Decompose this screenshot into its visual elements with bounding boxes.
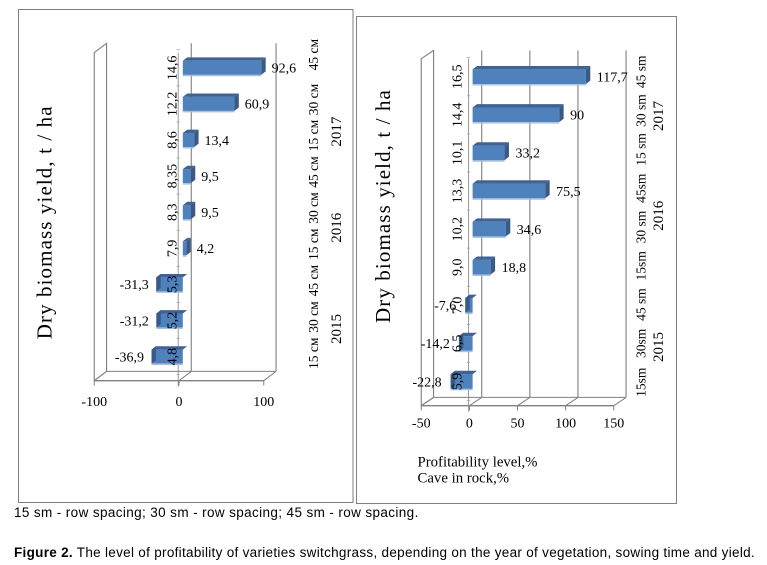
svg-text:100: 100: [555, 416, 576, 431]
svg-text:Profitability level,%: Profitability level,%: [418, 455, 538, 471]
svg-text:9,0: 9,0: [451, 258, 466, 276]
svg-text:30 см: 30 см: [306, 83, 321, 115]
svg-text:15 см: 15 см: [306, 228, 321, 260]
svg-text:45 см: 45 см: [306, 264, 321, 296]
svg-text:33,2: 33,2: [515, 147, 540, 162]
svg-text:-14,2: -14,2: [421, 337, 450, 352]
svg-text:150: 150: [603, 416, 624, 431]
svg-text:12,2: 12,2: [166, 92, 181, 117]
svg-text:14,6: 14,6: [166, 56, 181, 81]
svg-text:2017: 2017: [651, 101, 667, 132]
svg-text:13,4: 13,4: [205, 134, 230, 149]
svg-text:45 см: 45 см: [306, 39, 321, 71]
svg-text:Dry biomass yield, t / ha: Dry biomass yield, t / ha: [33, 105, 57, 339]
svg-text:2016: 2016: [651, 200, 667, 231]
svg-text:15 см: 15 см: [306, 337, 321, 369]
svg-text:9,5: 9,5: [201, 170, 219, 185]
svg-text:15 sm: 15 sm: [634, 133, 649, 166]
svg-text:4,8: 4,8: [166, 348, 181, 366]
svg-text:15 см: 15 см: [306, 119, 321, 151]
svg-text:8,3: 8,3: [166, 203, 181, 221]
svg-text:-31,2: -31,2: [120, 314, 149, 329]
svg-text:Dry biomass yield, t / ha: Dry biomass yield, t / ha: [371, 89, 395, 323]
svg-text:2015: 2015: [329, 314, 345, 344]
svg-text:60,9: 60,9: [245, 98, 270, 113]
svg-text:5,2: 5,2: [166, 312, 181, 330]
svg-text:30 см: 30 см: [306, 301, 321, 333]
svg-text:5,9: 5,9: [451, 373, 466, 391]
svg-text:0: 0: [466, 416, 473, 431]
svg-text:45 см: 45 см: [306, 156, 321, 188]
svg-text:117,7: 117,7: [597, 71, 628, 86]
svg-text:30 см: 30 см: [306, 192, 321, 224]
svg-text:15sm: 15sm: [634, 367, 649, 397]
svg-text:75,5: 75,5: [556, 185, 581, 200]
svg-text:8,35: 8,35: [166, 164, 181, 189]
svg-text:45 sm: 45 sm: [634, 288, 649, 321]
svg-text:-50: -50: [412, 416, 431, 431]
svg-text:4,2: 4,2: [197, 242, 215, 257]
svg-text:5,3: 5,3: [166, 276, 181, 294]
svg-text:16,5: 16,5: [451, 64, 466, 89]
svg-text:7,9: 7,9: [166, 240, 181, 257]
svg-text:-36,9: -36,9: [115, 350, 144, 365]
svg-text:90: 90: [570, 109, 584, 124]
svg-text:6,5: 6,5: [451, 335, 466, 353]
svg-text:30 sm: 30 sm: [634, 210, 649, 243]
svg-text:30sm: 30sm: [634, 328, 649, 358]
svg-text:92,6: 92,6: [272, 62, 297, 77]
svg-text:2017: 2017: [329, 116, 345, 147]
svg-text:9,5: 9,5: [201, 206, 219, 221]
svg-text:2015: 2015: [651, 332, 667, 362]
svg-text:8,6: 8,6: [166, 131, 181, 149]
svg-text:100: 100: [253, 395, 274, 410]
svg-text:50: 50: [511, 416, 525, 431]
svg-text:18,8: 18,8: [502, 261, 526, 276]
svg-text:Cave in rock,%: Cave in rock,%: [418, 471, 510, 487]
svg-text:0: 0: [176, 395, 183, 410]
svg-text:30 sm: 30 sm: [634, 94, 649, 127]
svg-text:45 sm: 45 sm: [634, 55, 649, 88]
svg-text:13,3: 13,3: [451, 179, 466, 204]
svg-text:-31,3: -31,3: [120, 278, 149, 293]
svg-text:10,2: 10,2: [451, 217, 466, 242]
svg-text:45sm: 45sm: [634, 173, 649, 203]
svg-text:2016: 2016: [329, 212, 345, 243]
svg-text:14,4: 14,4: [451, 103, 466, 128]
svg-text:10,1: 10,1: [451, 141, 466, 166]
svg-text:15sm: 15sm: [634, 251, 649, 281]
svg-text:-22,8: -22,8: [412, 375, 441, 390]
svg-text:-100: -100: [81, 395, 107, 410]
svg-text:34,6: 34,6: [517, 223, 542, 238]
svg-text:7,0: 7,0: [451, 297, 466, 315]
svg-text:-7,6: -7,6: [434, 299, 456, 314]
